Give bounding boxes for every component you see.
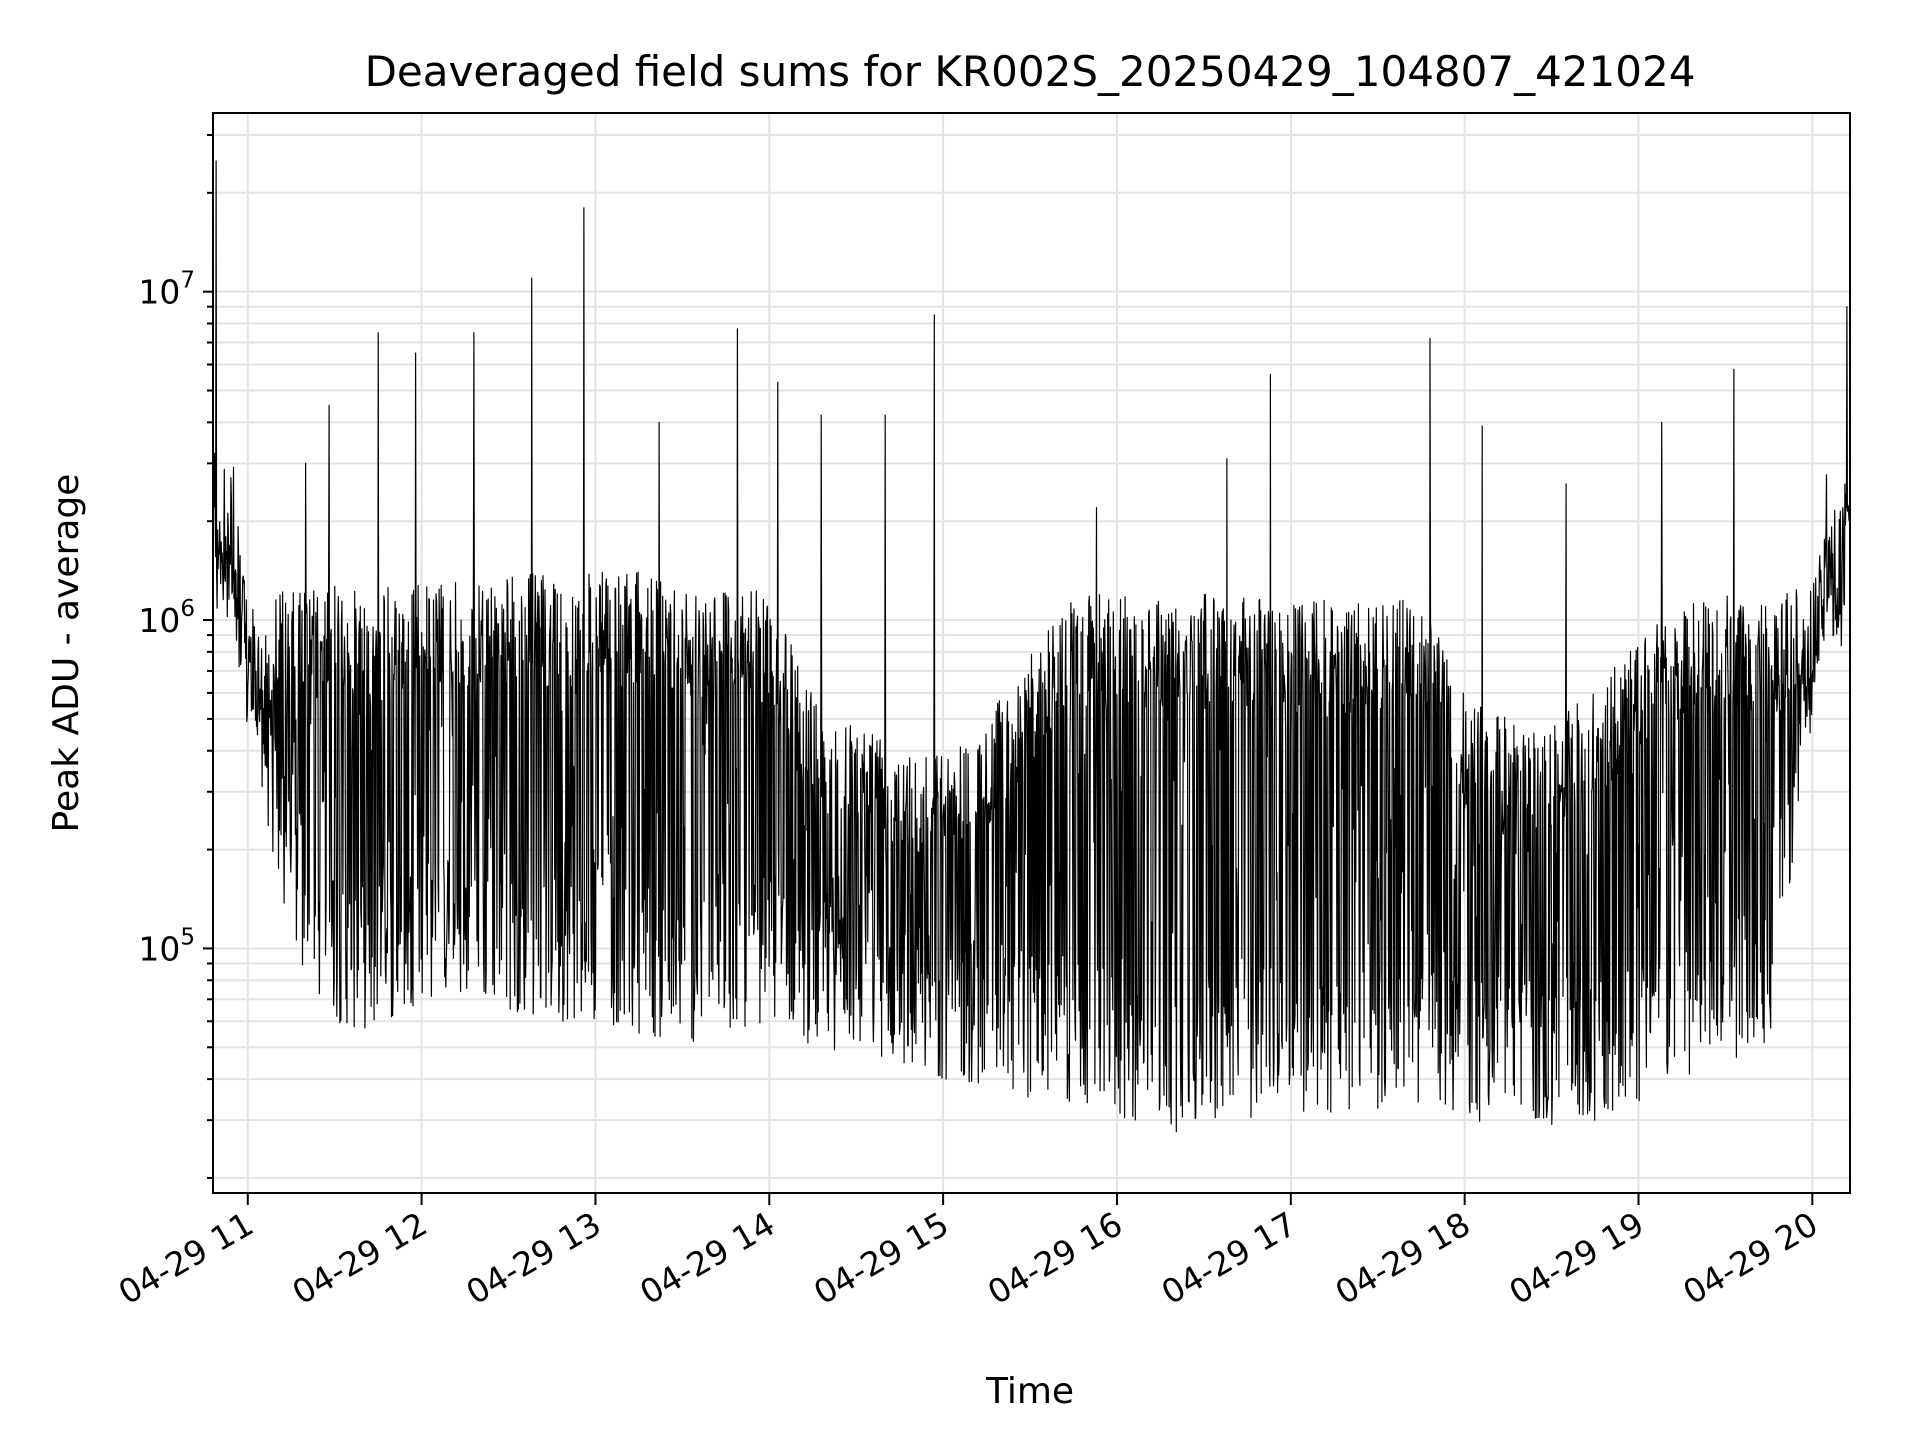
y-axis: 105 106 107	[138, 133, 213, 1179]
data-series	[212, 160, 1851, 1133]
series-line	[212, 160, 1851, 1133]
y-tick-label: 107	[138, 268, 195, 312]
x-axis-label: Time	[985, 1371, 1074, 1412]
y-tick-label: 106	[138, 596, 195, 640]
y-tick-label: 105	[138, 924, 195, 968]
y-axis-label: Peak ADU - average	[46, 474, 87, 833]
plot-frame	[212, 112, 1851, 1194]
chart-title: Deaveraged field sums for KR002S_2025042…	[365, 47, 1696, 96]
